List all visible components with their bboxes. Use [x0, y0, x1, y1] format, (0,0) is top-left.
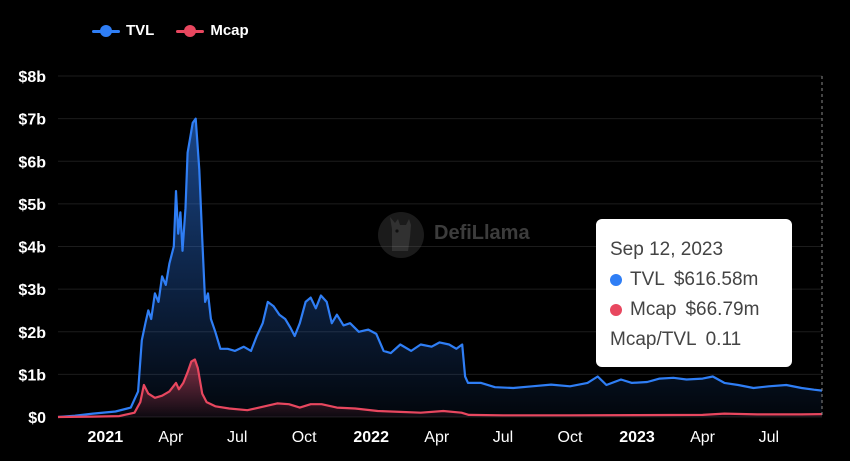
x-tick-label: Jul: [759, 429, 779, 446]
x-tick-label: Apr: [424, 429, 450, 446]
tooltip-tvl-label: TVL: [630, 269, 665, 290]
tooltip-row-tvl: TVL $616.58m: [610, 265, 778, 295]
tooltip-mcap-label: Mcap: [630, 299, 677, 320]
series-lines: [57, 117, 823, 419]
x-tick-label: 2021: [88, 429, 124, 446]
defillama-watermark: DefiLlama: [376, 207, 530, 259]
x-tick-label: Apr: [158, 429, 184, 446]
tooltip-row-mcap: Mcap $66.79m: [610, 295, 778, 325]
tooltip-tvl-value: $616.58m: [673, 269, 759, 290]
legend-label-tvl: TVL: [126, 22, 155, 39]
tooltip-date: Sep 12, 2023: [610, 239, 724, 260]
legend-item-tvl[interactable]: TVL: [92, 22, 154, 39]
tooltip-ratio-value: 0.11: [705, 329, 742, 350]
chart-legend: TVL Mcap: [92, 22, 249, 39]
x-axis-labels: 2021 Apr Jul Oct 2022 Apr Jul Oct 2023 Apr Jul: [88, 429, 780, 446]
llama-logo-icon: [378, 212, 424, 258]
x-tick-label: Jul: [227, 429, 247, 446]
y-tick-label: $4b: [18, 240, 46, 257]
legend-item-mcap[interactable]: Mcap: [176, 22, 249, 39]
y-tick-label: $5b: [18, 197, 46, 214]
legend-label-mcap: Mcap: [210, 22, 249, 39]
y-tick-label: $2b: [18, 325, 46, 342]
tvl-legend-icon: [92, 24, 120, 37]
y-tick-label: $3b: [18, 282, 46, 299]
x-tick-label: 2022: [353, 429, 389, 446]
y-tick-label: $1b: [18, 367, 46, 384]
x-tick-label: Jul: [493, 429, 513, 446]
watermark-text: DefiLlama: [434, 221, 530, 244]
series-line-tvl: [57, 117, 823, 419]
mcap-dot-icon: [610, 304, 622, 316]
mcap-legend-icon: [176, 24, 205, 37]
y-tick-label: $8b: [18, 69, 46, 86]
tvl-dot-icon: [610, 274, 622, 286]
chart-tooltip: Sep 12, 2023 TVL $616.58m Mcap $66.79m M…: [596, 219, 792, 367]
tooltip-row-ratio: Mcap/TVL 0.11: [610, 325, 778, 355]
y-tick-label: $6b: [18, 154, 46, 171]
x-tick-label: 2023: [619, 429, 655, 446]
y-axis-labels: $0 $1b $2b $3b $4b $5b $6b $7b $8b: [18, 69, 46, 427]
series-line-mcap: [57, 358, 823, 419]
x-tick-label: Apr: [690, 429, 716, 446]
tooltip-mcap-value: $66.79m: [685, 299, 760, 320]
tooltip-ratio-label: Mcap/TVL: [610, 329, 697, 350]
y-tick-label: $7b: [18, 112, 46, 129]
x-tick-label: Oct: [292, 429, 317, 446]
x-tick-label: Oct: [558, 429, 583, 446]
y-tick-label: $0: [28, 410, 46, 427]
